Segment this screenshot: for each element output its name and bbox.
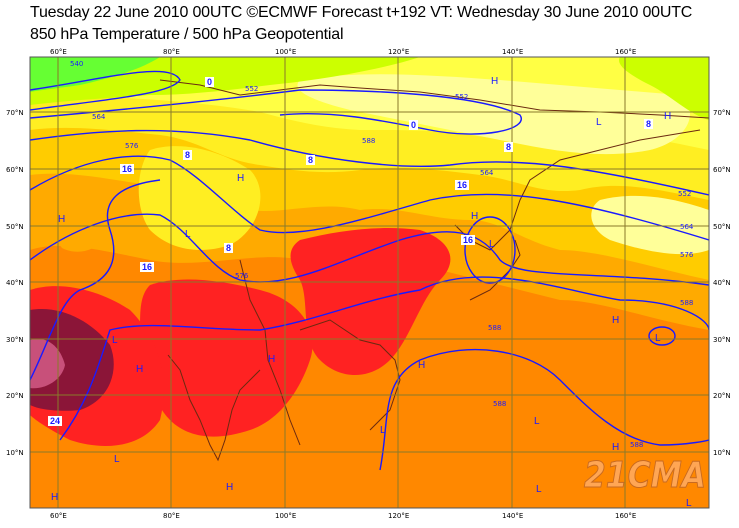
svg-text:H: H	[664, 111, 671, 122]
svg-text:8: 8	[185, 150, 190, 160]
svg-text:20°N: 20°N	[6, 392, 24, 400]
svg-text:80°E: 80°E	[163, 48, 180, 56]
svg-text:30°N: 30°N	[713, 336, 731, 344]
svg-text:20°N: 20°N	[713, 392, 731, 400]
svg-text:H: H	[471, 211, 478, 222]
svg-text:60°E: 60°E	[50, 512, 67, 520]
svg-text:8: 8	[226, 243, 231, 253]
svg-text:16: 16	[457, 180, 467, 190]
svg-text:10°N: 10°N	[713, 449, 731, 457]
geopotential-contours	[30, 70, 709, 471]
svg-text:L: L	[380, 425, 386, 436]
svg-text:H: H	[58, 214, 65, 225]
svg-text:576: 576	[125, 142, 139, 150]
svg-text:L: L	[536, 484, 542, 495]
svg-text:564: 564	[480, 169, 494, 177]
svg-text:H: H	[612, 442, 619, 453]
svg-text:L: L	[489, 239, 495, 250]
svg-text:16: 16	[142, 262, 152, 272]
svg-text:120°E: 120°E	[388, 48, 409, 56]
svg-text:0: 0	[411, 120, 416, 130]
forecast-subtitle: 850 hPa Temperature / 500 hPa Geopotenti…	[30, 26, 344, 43]
svg-text:564: 564	[680, 223, 694, 231]
longitude-labels-top: 60°E 80°E 100°E 120°E 140°E 160°E	[50, 48, 636, 56]
svg-text:16: 16	[463, 235, 473, 245]
svg-text:552: 552	[455, 93, 468, 101]
geopotential-labels: 540 552 552 564 564 576 576 588 588 588 …	[70, 60, 694, 449]
svg-text:H: H	[51, 492, 58, 503]
svg-text:H: H	[136, 364, 143, 375]
svg-text:L: L	[596, 117, 602, 128]
svg-text:576: 576	[235, 272, 249, 280]
svg-text:L: L	[534, 416, 540, 427]
watermark-logo: 21CMA	[584, 455, 706, 496]
svg-text:100°E: 100°E	[275, 48, 296, 56]
svg-text:8: 8	[506, 142, 511, 152]
svg-text:120°E: 120°E	[388, 512, 409, 520]
svg-text:8: 8	[646, 119, 651, 129]
svg-text:100°E: 100°E	[275, 512, 296, 520]
forecast-title: Tuesday 22 June 2010 00UTC ©ECMWF Foreca…	[30, 4, 693, 21]
svg-text:30°N: 30°N	[6, 336, 24, 344]
svg-text:540: 540	[70, 60, 83, 68]
svg-text:564: 564	[92, 113, 106, 121]
svg-text:60°N: 60°N	[713, 166, 731, 174]
svg-text:552: 552	[678, 190, 691, 198]
svg-text:60°E: 60°E	[50, 48, 67, 56]
svg-text:L: L	[655, 333, 661, 344]
svg-text:80°E: 80°E	[163, 512, 180, 520]
svg-text:16: 16	[122, 164, 132, 174]
svg-text:160°E: 160°E	[615, 512, 636, 520]
svg-text:H: H	[491, 76, 498, 87]
svg-text:H: H	[612, 315, 619, 326]
svg-text:50°N: 50°N	[713, 223, 731, 231]
svg-text:L: L	[686, 498, 692, 509]
svg-text:L: L	[114, 454, 120, 465]
svg-text:588: 588	[493, 400, 506, 408]
svg-text:140°E: 140°E	[502, 512, 523, 520]
svg-text:588: 588	[680, 299, 693, 307]
latitude-labels-left: 70°N 60°N 50°N 40°N 30°N 20°N 10°N	[6, 109, 24, 457]
svg-text:588: 588	[488, 324, 501, 332]
svg-text:552: 552	[245, 85, 258, 93]
svg-text:H: H	[268, 354, 275, 365]
svg-text:L: L	[112, 335, 118, 346]
svg-text:H: H	[226, 482, 233, 493]
svg-text:40°N: 40°N	[6, 279, 24, 287]
svg-text:24: 24	[50, 416, 60, 426]
svg-text:10°N: 10°N	[6, 449, 24, 457]
svg-text:140°E: 140°E	[502, 48, 523, 56]
svg-text:70°N: 70°N	[713, 109, 731, 117]
svg-text:L: L	[185, 229, 191, 240]
svg-text:H: H	[418, 360, 425, 371]
svg-text:70°N: 70°N	[6, 109, 24, 117]
svg-text:588: 588	[630, 441, 643, 449]
svg-text:0: 0	[207, 77, 212, 87]
pressure-centers: H H H H H H H H H H H H L L L L L L L L …	[51, 76, 692, 509]
svg-text:40°N: 40°N	[713, 279, 731, 287]
svg-text:160°E: 160°E	[615, 48, 636, 56]
temperature-labels: 0 0 8 8 8 8 8 16 16 16 16 24	[48, 77, 653, 426]
latitude-labels-right: 70°N 60°N 50°N 40°N 30°N 20°N 10°N	[713, 109, 731, 457]
svg-text:60°N: 60°N	[6, 166, 24, 174]
longitude-labels-bottom: 60°E 80°E 100°E 120°E 140°E 160°E	[50, 512, 636, 520]
temperature-field	[30, 57, 709, 508]
svg-text:50°N: 50°N	[6, 223, 24, 231]
svg-text:576: 576	[680, 251, 694, 259]
svg-text:588: 588	[362, 137, 375, 145]
svg-text:H: H	[237, 173, 244, 184]
svg-text:8: 8	[308, 155, 313, 165]
grid	[29, 56, 710, 509]
